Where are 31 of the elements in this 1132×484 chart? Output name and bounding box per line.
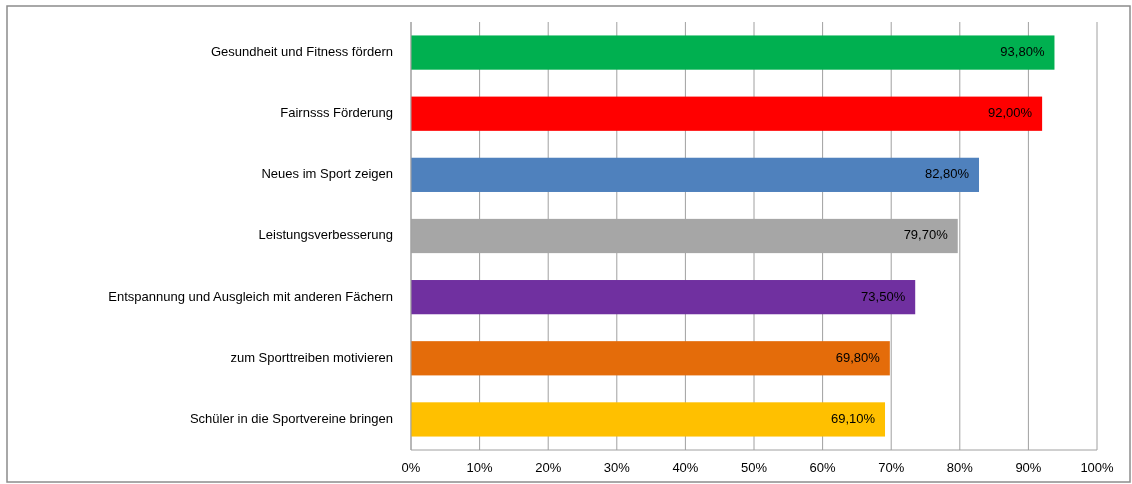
x-tick-label: 100%: [1080, 460, 1115, 476]
bar: [411, 157, 980, 192]
data-label: 92,00%: [988, 105, 1033, 121]
data-label: 79,70%: [903, 227, 949, 243]
x-tick-label: 90%: [1015, 460, 1042, 476]
bar: [411, 35, 1055, 70]
bar: [411, 96, 1043, 131]
data-label: 69,80%: [835, 349, 881, 365]
y-tick-label: Entspannung und Ausgleich mit anderen Fächern: [108, 288, 393, 304]
x-tick-label: 10%: [466, 460, 494, 476]
x-tick-label: 50%: [740, 460, 768, 476]
data-label: 93,80%: [1000, 44, 1045, 60]
bar: [411, 402, 886, 437]
x-tick-label: 40%: [672, 460, 699, 476]
y-tick-label: Fairnsss Förderung: [280, 105, 393, 121]
bar: [411, 341, 890, 376]
data-label: 73,50%: [861, 288, 906, 304]
x-tick-label: 60%: [809, 460, 837, 476]
y-tick-label: Leistungsverbesserung: [258, 227, 393, 243]
y-tick-label: Schüler in die Sportvereine bringen: [189, 410, 393, 426]
bar: [411, 280, 916, 315]
x-tick-label: 70%: [878, 460, 905, 476]
data-label: 69,10%: [830, 410, 876, 426]
y-tick-label: zum Sporttreiben motivieren: [230, 349, 393, 365]
x-tick-label: 80%: [946, 460, 974, 476]
x-tick-label: 30%: [603, 460, 631, 476]
y-tick-label: Neues im Sport zeigen: [261, 166, 393, 182]
x-tick-label: 0%: [401, 460, 421, 476]
x-tick-label: 20%: [535, 460, 562, 476]
data-label: 82,80%: [924, 166, 970, 182]
y-tick-label: Gesundheit und Fitness fördern: [210, 44, 393, 60]
